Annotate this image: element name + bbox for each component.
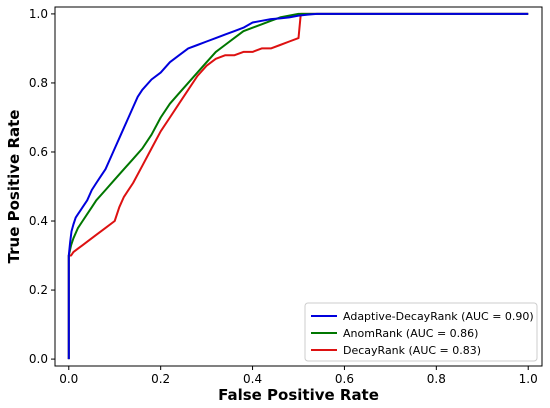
x-tick-label: 0.0 <box>59 372 78 386</box>
x-tick-label: 0.6 <box>335 372 354 386</box>
legend: Adaptive-DecayRank (AUC = 0.90) AnomRank … <box>305 303 537 361</box>
y-axis-label: True Positive Rate <box>5 110 23 264</box>
y-axis: 0.0 0.2 0.4 0.6 0.8 1.0 <box>29 7 55 366</box>
y-tick-label: 0.8 <box>29 76 48 90</box>
x-tick-label: 1.0 <box>519 372 538 386</box>
x-tick-label: 0.8 <box>427 372 446 386</box>
legend-entry-0: Adaptive-DecayRank (AUC = 0.90) <box>343 310 534 323</box>
x-tick-label: 0.4 <box>243 372 262 386</box>
legend-entry-2: DecayRank (AUC = 0.83) <box>343 344 481 357</box>
y-tick-label: 0.2 <box>29 283 48 297</box>
legend-entry-1: AnomRank (AUC = 0.86) <box>343 327 478 340</box>
x-axis: 0.0 0.2 0.4 0.6 0.8 1.0 <box>59 366 538 386</box>
y-tick-label: 0.6 <box>29 145 48 159</box>
y-tick-label: 0.4 <box>29 214 48 228</box>
x-tick-label: 0.2 <box>151 372 170 386</box>
y-tick-label: 0.0 <box>29 352 48 366</box>
x-axis-label: False Positive Rate <box>218 386 379 404</box>
y-tick-label: 1.0 <box>29 7 48 21</box>
